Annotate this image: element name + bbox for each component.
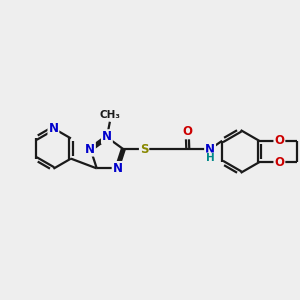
Text: N: N xyxy=(85,142,95,156)
Text: N: N xyxy=(102,130,112,143)
Text: H: H xyxy=(206,153,215,163)
Text: CH₃: CH₃ xyxy=(99,110,120,120)
Text: O: O xyxy=(274,134,284,147)
Text: N: N xyxy=(205,142,215,156)
Text: N: N xyxy=(112,162,123,175)
Text: S: S xyxy=(140,142,148,156)
Text: O: O xyxy=(182,125,192,138)
Text: N: N xyxy=(48,122,59,135)
Text: O: O xyxy=(274,156,284,169)
